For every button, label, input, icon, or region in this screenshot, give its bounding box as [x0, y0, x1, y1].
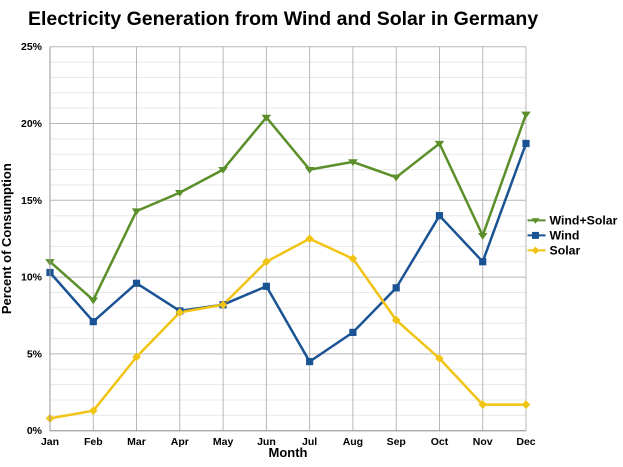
svg-text:Jan: Jan [41, 436, 59, 448]
svg-text:20%: 20% [21, 118, 43, 130]
svg-text:Nov: Nov [473, 436, 493, 448]
svg-text:Solar: Solar [550, 244, 581, 258]
svg-text:Aug: Aug [343, 436, 363, 448]
svg-text:Oct: Oct [431, 436, 449, 448]
svg-text:Month: Month [269, 445, 308, 460]
svg-text:5%: 5% [27, 348, 43, 360]
svg-text:Sep: Sep [387, 436, 406, 448]
svg-text:15%: 15% [21, 195, 43, 207]
svg-text:Wind+Solar: Wind+Solar [550, 214, 618, 228]
svg-text:Wind: Wind [550, 229, 580, 243]
svg-text:Apr: Apr [171, 436, 189, 448]
svg-text:Percent of Consumption: Percent of Consumption [0, 163, 14, 314]
svg-text:May: May [213, 436, 234, 448]
svg-text:Feb: Feb [84, 436, 103, 448]
svg-text:Dec: Dec [516, 436, 535, 448]
svg-text:25%: 25% [21, 41, 43, 53]
svg-text:10%: 10% [21, 272, 43, 284]
svg-text:Mar: Mar [127, 436, 146, 448]
